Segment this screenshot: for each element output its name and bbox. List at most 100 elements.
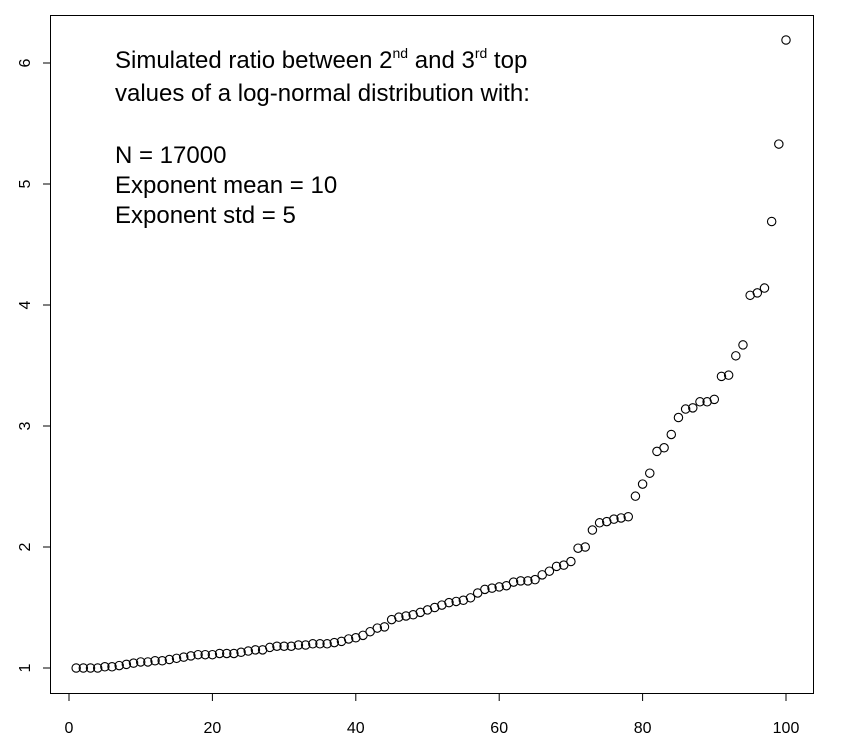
x-tick-label: 20 [204, 720, 222, 737]
data-point [322, 639, 332, 649]
data-point [343, 634, 354, 644]
data-point [408, 610, 418, 620]
data-point [386, 614, 397, 625]
data-point [143, 657, 153, 667]
y-tick-label: 5 [17, 179, 34, 188]
data-point [315, 639, 325, 649]
data-point [272, 641, 282, 651]
data-point [229, 648, 239, 659]
data-point [121, 659, 132, 670]
data-point [515, 576, 526, 586]
data-point [530, 574, 540, 585]
data-point [759, 283, 770, 293]
data-point [221, 648, 232, 659]
data-point [709, 394, 720, 405]
x-tick-label: 60 [490, 720, 508, 737]
data-point [164, 654, 175, 665]
data-point [193, 649, 203, 660]
data-point [673, 412, 684, 423]
data-point [150, 655, 160, 666]
data-point [257, 645, 268, 655]
data-points [71, 35, 791, 673]
annotation-text: Simulated ratio between 2nd and 3rd top … [115, 45, 530, 229]
data-point [107, 662, 117, 672]
data-point [551, 561, 562, 572]
data-point [716, 371, 727, 382]
data-point [379, 622, 390, 632]
data-point [78, 663, 89, 673]
data-point [587, 525, 598, 535]
data-point [336, 636, 347, 647]
data-point [437, 600, 447, 610]
data-point [71, 663, 81, 673]
data-point [731, 351, 741, 361]
data-point [171, 653, 182, 664]
data-point [236, 647, 246, 658]
data-point [752, 288, 763, 298]
data-point [293, 640, 304, 650]
data-point [401, 611, 411, 621]
data-point [128, 658, 139, 668]
data-point [429, 602, 440, 613]
plot-frame [50, 15, 814, 694]
x-tick-label: 100 [773, 720, 800, 737]
data-point [494, 582, 504, 592]
data-point [92, 663, 103, 673]
data-point [738, 340, 748, 350]
data-point [85, 663, 96, 673]
data-point [594, 518, 605, 528]
data-point [394, 612, 404, 622]
data-point [544, 566, 555, 576]
data-point [601, 516, 612, 527]
data-point [666, 429, 677, 440]
x-tick-label: 0 [65, 720, 74, 737]
data-point [637, 479, 648, 489]
data-point [573, 543, 583, 553]
data-point [766, 216, 777, 227]
data-point [207, 649, 218, 660]
data-point [200, 649, 210, 660]
data-point [630, 491, 641, 501]
y-tick-label: 2 [17, 542, 34, 551]
data-point [458, 595, 469, 605]
data-point [774, 139, 784, 149]
data-point [616, 513, 626, 523]
data-point [702, 397, 712, 407]
data-point [487, 583, 497, 593]
data-point [157, 655, 167, 666]
data-point [695, 397, 705, 407]
data-point [286, 641, 297, 651]
data-point [250, 645, 261, 655]
data-point [329, 637, 340, 648]
data-point [645, 468, 655, 478]
annotation-line-3: N = 17000 [115, 142, 226, 169]
y-tick-label: 6 [17, 58, 34, 67]
data-point [422, 605, 433, 615]
annotation-line-1: Simulated ratio between 2nd and 3rd top [115, 45, 527, 74]
data-point [523, 576, 533, 586]
annotation-line-2: values of a log-normal distribution with… [115, 80, 530, 107]
y-tick-label: 4 [17, 300, 34, 309]
data-point [745, 290, 755, 301]
data-point [508, 577, 519, 587]
x-tick-label: 40 [347, 720, 365, 737]
data-point [178, 652, 189, 662]
data-point [186, 651, 196, 661]
data-point [688, 403, 698, 413]
data-point [415, 607, 426, 618]
x-tick-label: 80 [634, 720, 652, 737]
data-point [444, 597, 454, 608]
data-point [659, 443, 669, 453]
data-point [465, 593, 476, 603]
data-point [300, 640, 311, 650]
data-point [351, 632, 361, 643]
annotation-line-4: Exponent mean = 10 [115, 172, 337, 199]
data-point [623, 511, 634, 522]
data-point [781, 35, 791, 45]
annotation-line-5: Exponent std = 5 [115, 202, 296, 229]
data-point [135, 657, 146, 667]
axes: 0 20 40 60 80 100 1 2 3 4 5 6 [17, 58, 799, 737]
data-point [308, 639, 318, 649]
data-point [609, 514, 619, 524]
